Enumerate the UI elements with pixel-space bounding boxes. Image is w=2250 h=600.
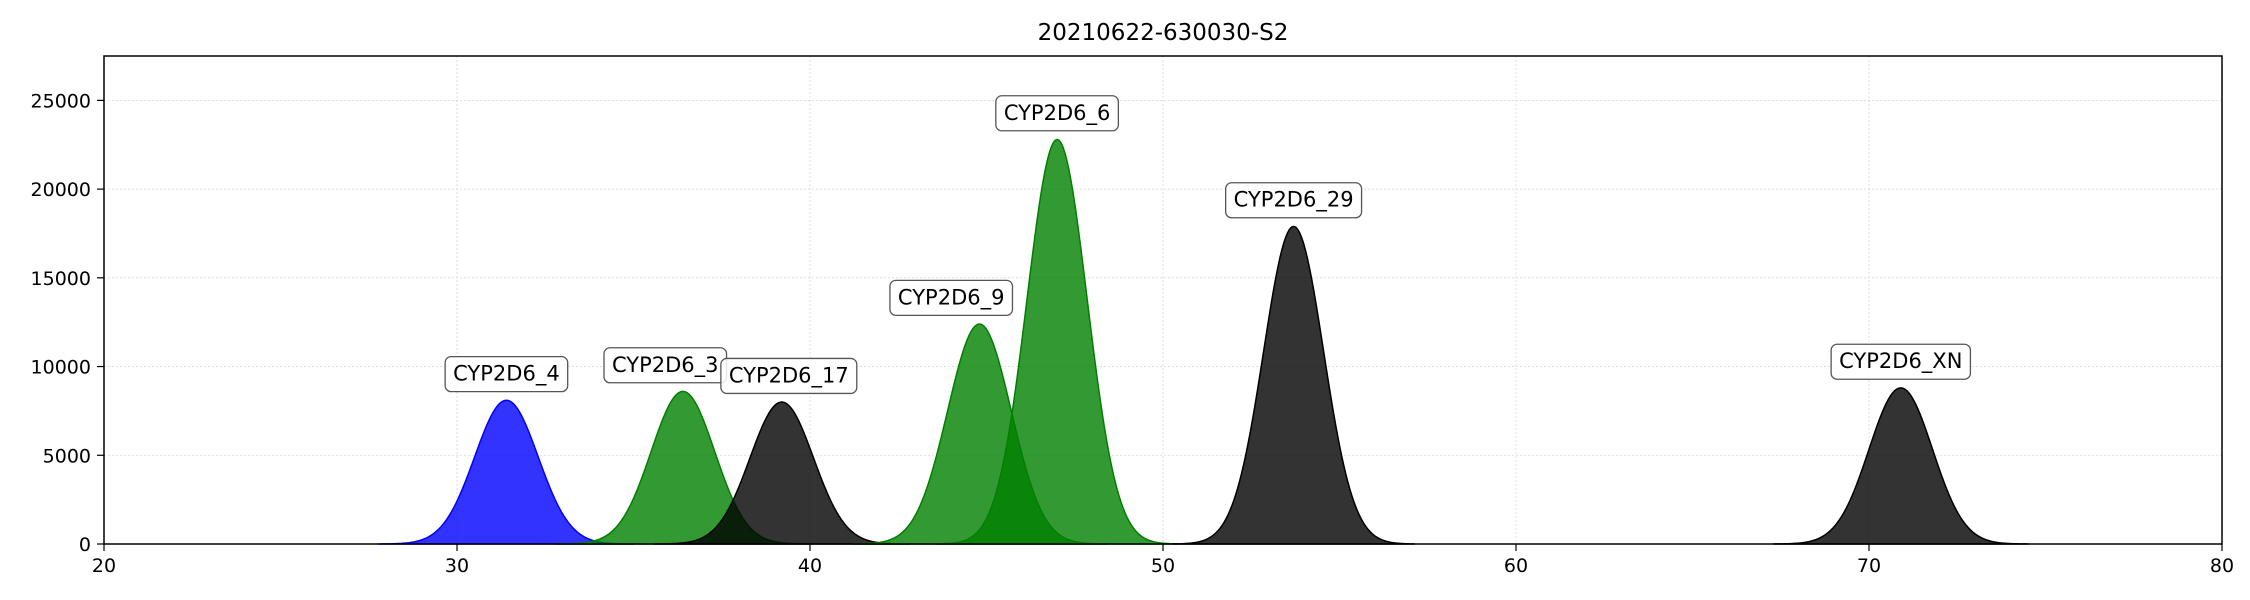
peak-area: [1772, 387, 2029, 545]
peak-label: CYP2D6_3: [603, 347, 728, 384]
x-tick-label: 20: [92, 555, 116, 577]
peak-area: [1172, 225, 1415, 545]
y-tick-label: 15000: [31, 268, 91, 290]
peak-area: [936, 138, 1178, 545]
peak-label: CYP2D6_6: [995, 95, 1120, 132]
peak-label-box: [444, 355, 569, 393]
peak-label: CYP2D6_4: [444, 355, 569, 393]
peak-label-box: [995, 95, 1120, 132]
peak-label-text: CYP2D6_9: [898, 285, 1005, 310]
peak-area: [378, 399, 635, 545]
peak-label: CYP2D6_9: [889, 279, 1014, 316]
peak-label-text: CYP2D6_17: [729, 363, 849, 388]
peak-label-text: CYP2D6_XN: [1839, 349, 1962, 374]
x-tick-label: 80: [2210, 555, 2234, 577]
x-tick-label: 40: [798, 555, 822, 577]
peak-label-text: CYP2D6_3: [612, 353, 719, 378]
peak-label-box: [889, 279, 1014, 316]
y-tick-label: 10000: [31, 357, 91, 379]
x-tick-label: 70: [1857, 555, 1881, 577]
x-tick-label: 50: [1151, 555, 1175, 577]
y-tick-label: 20000: [31, 179, 91, 201]
peak-labels: CYP2D6_4 CYP2D6_3 CYP2D6_17 CYP2D6_9 CYP2D6_…: [444, 95, 1972, 395]
peak-label: CYP2D6_XN: [1830, 343, 1972, 380]
y-tick-label: 25000: [31, 90, 91, 112]
peak-areas: [378, 138, 2029, 545]
peak-label-text: CYP2D6_6: [1004, 101, 1111, 126]
peak-label-box: [1830, 343, 1972, 380]
peak-area: [653, 401, 910, 545]
peak-label-box: [1225, 182, 1363, 219]
x-tick-label: 60: [1504, 555, 1528, 577]
chart-title: 20210622-630030-S2: [1038, 20, 1289, 46]
peak-label-box: [720, 357, 858, 395]
peak-label-text: CYP2D6_4: [453, 362, 560, 387]
y-tick-label: 5000: [43, 445, 91, 467]
y-tick-label: 0: [79, 534, 91, 556]
peak-label-text: CYP2D6_29: [1234, 188, 1354, 213]
peak-label: CYP2D6_17: [720, 357, 858, 395]
axes: 20 30 40 50 60 70 80 0 5000 10000 15000 20000 25000: [31, 55, 2234, 577]
peak-label: CYP2D6_29: [1225, 182, 1363, 219]
x-tick-label: 30: [445, 555, 469, 577]
